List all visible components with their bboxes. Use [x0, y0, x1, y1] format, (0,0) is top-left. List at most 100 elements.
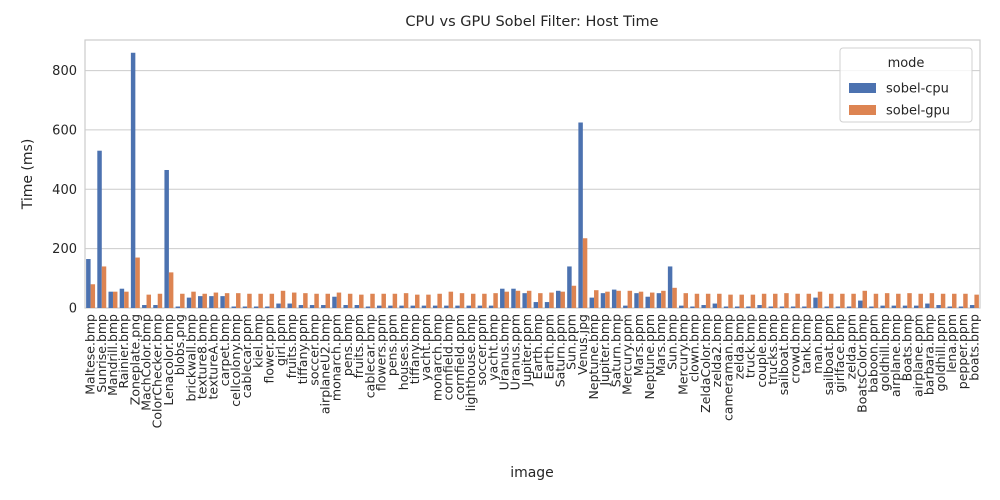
y-tick-label: 600: [52, 123, 77, 138]
legend-box: [839, 47, 973, 123]
bar: [202, 293, 207, 308]
x-tick-label: Sun.ppm: [564, 314, 579, 370]
bar: [332, 296, 337, 308]
x-tick-label: Earth.bmp: [530, 314, 545, 380]
bar: [432, 305, 438, 308]
bar: [410, 305, 416, 308]
bar: [522, 293, 527, 308]
x-tick-label: airplaneU2.bmp: [318, 314, 333, 414]
bar: [571, 285, 577, 308]
bar: [354, 305, 360, 308]
bar: [213, 292, 219, 308]
bar: [694, 293, 700, 308]
legend-title: mode: [888, 56, 925, 71]
bar: [164, 169, 169, 308]
x-tick-label: BoatsColor.bmp: [855, 314, 870, 413]
bar: [365, 306, 371, 308]
x-tick-label: barbara.bmp: [922, 314, 937, 395]
bar: [824, 306, 829, 308]
bar: [873, 293, 879, 308]
x-tick-label: MachColor.bmp: [139, 314, 154, 411]
x-tick-label: cablecar.ppm: [239, 314, 254, 398]
bar: [186, 297, 192, 308]
bar: [578, 122, 583, 308]
bar: [459, 293, 465, 308]
bar: [773, 293, 778, 308]
bar: [130, 52, 136, 309]
bar: [403, 293, 409, 308]
bar: [112, 291, 118, 308]
bar: [645, 296, 650, 308]
x-tick-label: boats.bmp: [966, 314, 981, 381]
x-tick-label: Lenacolor.bmp: [161, 314, 176, 406]
x-tick-label: brickwall.bmp: [183, 314, 198, 402]
x-tick-label: trucks.bmp: [765, 314, 780, 385]
x-tick-label: goldhill.ppm: [933, 314, 948, 391]
bar: [958, 306, 964, 308]
x-tick-label: truck.bmp: [743, 314, 758, 378]
bar: [690, 306, 695, 308]
x-tick-label: Mars.bmp: [653, 314, 668, 376]
bar: [236, 293, 241, 308]
x-tick-label: Mercury.bmp: [676, 314, 691, 395]
x-tick-label: sailboat.ppm: [821, 314, 836, 395]
bar: [701, 305, 706, 308]
x-tick-label: flowers.ppm: [373, 314, 388, 391]
bar: [896, 293, 901, 308]
bar: [907, 293, 912, 308]
bar: [705, 293, 711, 308]
x-tick-label: lighthouse.bmp: [463, 314, 478, 411]
bar: [303, 293, 308, 308]
bar: [448, 291, 454, 308]
bar: [477, 305, 483, 308]
x-tick-label: Saturn.bmp: [608, 314, 623, 387]
bar: [124, 291, 129, 308]
bar: [119, 288, 125, 308]
bar: [197, 296, 203, 308]
x-tick-label: ColorChecker.bmp: [150, 314, 165, 428]
x-tick-label: Earth.ppm: [541, 314, 556, 380]
bar: [969, 305, 975, 308]
bar: [426, 294, 431, 308]
legend-swatch: [849, 105, 876, 115]
bar: [101, 266, 107, 308]
bar: [437, 293, 442, 308]
bar: [840, 293, 845, 308]
x-tick-label: ZeldaColor.bmp: [698, 314, 713, 413]
bar: [265, 306, 270, 308]
y-tick-label: 0: [69, 302, 77, 317]
x-tick-label: Sunrise.bmp: [94, 314, 109, 393]
bar: [790, 306, 796, 308]
x-tick-label: soccer.bmp: [306, 314, 321, 386]
bar: [974, 294, 979, 308]
bar: [421, 305, 427, 308]
x-tick-label: houses.bmp: [396, 314, 411, 390]
x-tick-label: sailboat.bmp: [776, 314, 791, 395]
x-tick-label: fruits.ppm: [351, 314, 366, 378]
x-tick-label: cameraman.bmp: [720, 314, 735, 421]
x-tick-label: zelda2.bmp: [709, 314, 724, 387]
bar: [634, 293, 639, 308]
bar: [399, 305, 404, 308]
legend: mode sobel-cpu sobel-gpu: [839, 47, 973, 123]
bar: [918, 293, 923, 308]
bar: [538, 293, 543, 308]
x-tick-label: crowd.bmp: [787, 314, 802, 384]
bar: [359, 294, 364, 308]
bar: [153, 305, 158, 308]
bar: [656, 293, 662, 308]
x-tick-label: cellcolony.bmp: [228, 314, 243, 407]
bar: [594, 290, 599, 308]
bar: [504, 291, 510, 308]
y-tick-label: 800: [52, 64, 77, 79]
bar: [444, 305, 449, 308]
bar: [376, 305, 382, 308]
bar: [582, 238, 588, 308]
x-axis-label: image: [510, 465, 554, 481]
bar: [761, 293, 767, 308]
bar: [555, 290, 561, 308]
bar: [415, 294, 420, 308]
x-tick-label: cornfield.bmp: [441, 314, 456, 400]
bar: [627, 290, 633, 308]
bar: [247, 293, 252, 308]
